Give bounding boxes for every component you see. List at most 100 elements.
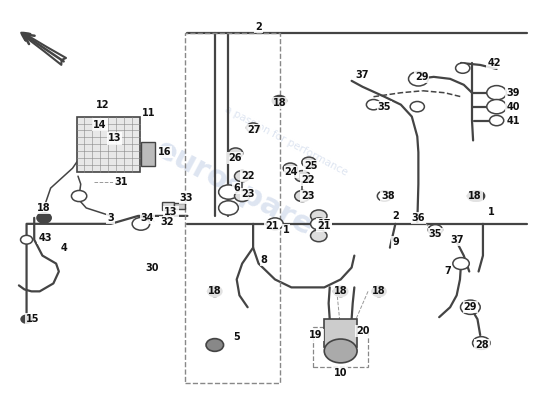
Text: 1: 1 [488, 207, 494, 217]
Text: 2: 2 [392, 211, 399, 221]
Circle shape [460, 300, 480, 314]
Text: 35: 35 [428, 229, 442, 239]
Circle shape [487, 100, 507, 114]
Circle shape [490, 115, 504, 126]
Text: 16: 16 [158, 147, 171, 157]
Text: 11: 11 [142, 108, 156, 118]
Text: 33: 33 [180, 193, 193, 203]
Circle shape [283, 163, 298, 173]
Text: 27: 27 [248, 126, 261, 136]
Circle shape [311, 210, 327, 222]
Circle shape [311, 230, 327, 242]
Text: 7: 7 [444, 266, 451, 276]
Text: 25: 25 [304, 161, 317, 171]
Text: 43: 43 [39, 233, 52, 243]
Circle shape [455, 63, 470, 73]
Circle shape [219, 185, 238, 199]
Circle shape [37, 213, 51, 223]
Text: 13: 13 [164, 207, 178, 217]
Text: 22: 22 [241, 171, 255, 181]
Text: 29: 29 [415, 72, 428, 82]
Text: 36: 36 [411, 213, 425, 223]
Text: 32: 32 [160, 217, 173, 227]
Circle shape [409, 72, 428, 86]
Text: 38: 38 [382, 191, 395, 201]
Circle shape [219, 201, 238, 215]
Text: 4: 4 [61, 243, 68, 253]
Circle shape [470, 191, 485, 201]
Circle shape [324, 339, 357, 363]
Text: 18: 18 [37, 203, 51, 213]
Circle shape [366, 100, 381, 110]
Circle shape [21, 315, 32, 323]
Text: 22: 22 [301, 175, 315, 185]
Bar [141, 142, 155, 166]
Circle shape [410, 102, 425, 112]
Text: 40: 40 [507, 102, 520, 112]
Bar [324, 319, 357, 347]
Circle shape [311, 218, 327, 230]
Text: 15: 15 [26, 314, 40, 324]
Text: 31: 31 [114, 177, 128, 187]
Circle shape [228, 148, 243, 158]
Circle shape [428, 225, 442, 235]
Circle shape [206, 339, 223, 351]
Circle shape [377, 191, 392, 201]
Circle shape [453, 258, 469, 270]
Text: 37: 37 [450, 235, 464, 245]
Text: 35: 35 [378, 102, 391, 112]
Circle shape [468, 191, 482, 201]
Text: 18: 18 [468, 191, 482, 201]
Circle shape [272, 96, 287, 106]
Circle shape [295, 190, 310, 202]
Text: 39: 39 [507, 88, 520, 98]
Circle shape [472, 337, 490, 349]
Bar [76, 116, 140, 172]
Circle shape [20, 235, 32, 244]
Text: 14: 14 [93, 120, 107, 130]
Text: 10: 10 [334, 368, 348, 378]
Text: 21: 21 [266, 221, 279, 231]
Bar [174, 203, 185, 209]
Text: 6: 6 [233, 183, 240, 193]
Text: 5: 5 [233, 332, 240, 342]
Text: 18: 18 [372, 286, 386, 296]
Text: 9: 9 [392, 237, 399, 247]
Text: 34: 34 [141, 213, 154, 223]
Text: 21: 21 [317, 221, 331, 231]
Circle shape [295, 171, 310, 182]
Bar [162, 202, 174, 210]
Text: 30: 30 [145, 262, 158, 272]
Circle shape [234, 190, 250, 202]
Text: 23: 23 [301, 191, 315, 201]
Bar [185, 33, 280, 383]
Circle shape [487, 86, 507, 100]
Text: 28: 28 [475, 340, 488, 350]
Text: 37: 37 [356, 70, 369, 80]
Text: 26: 26 [228, 153, 242, 163]
Circle shape [333, 286, 348, 296]
Text: a passion for performance: a passion for performance [223, 104, 349, 177]
Circle shape [132, 218, 150, 230]
Text: 29: 29 [464, 302, 477, 312]
Text: 17: 17 [317, 219, 331, 229]
Bar [314, 327, 368, 367]
Text: 8: 8 [261, 254, 267, 264]
Circle shape [72, 190, 87, 202]
Circle shape [372, 286, 386, 296]
Circle shape [267, 218, 283, 230]
Text: 18: 18 [273, 98, 286, 108]
Text: 23: 23 [241, 189, 255, 199]
Text: 18: 18 [208, 286, 222, 296]
Text: 1: 1 [283, 225, 289, 235]
Text: 41: 41 [507, 116, 520, 126]
Text: 20: 20 [356, 326, 369, 336]
Text: 13: 13 [108, 134, 122, 144]
Text: 19: 19 [309, 330, 323, 340]
Text: 18: 18 [334, 286, 348, 296]
Circle shape [246, 123, 260, 132]
Text: 2: 2 [255, 22, 262, 32]
Text: 42: 42 [487, 58, 500, 68]
Text: 3: 3 [107, 213, 114, 223]
Circle shape [302, 157, 316, 168]
